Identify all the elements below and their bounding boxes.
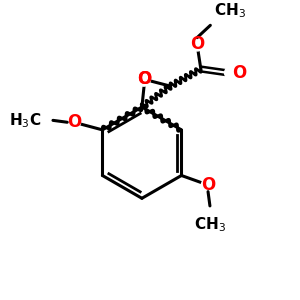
Text: H$_3$C: H$_3$C <box>9 111 42 130</box>
Text: O: O <box>190 35 204 53</box>
Text: O: O <box>67 113 81 131</box>
Circle shape <box>225 66 238 80</box>
Text: O: O <box>137 70 151 88</box>
Circle shape <box>201 178 215 192</box>
Text: O: O <box>137 70 151 88</box>
Text: O: O <box>201 176 215 194</box>
Text: CH$_3$: CH$_3$ <box>214 1 246 20</box>
Text: CH$_3$: CH$_3$ <box>194 215 226 234</box>
Circle shape <box>67 116 80 129</box>
Circle shape <box>137 73 151 86</box>
Circle shape <box>190 38 204 51</box>
Text: O: O <box>232 64 247 82</box>
